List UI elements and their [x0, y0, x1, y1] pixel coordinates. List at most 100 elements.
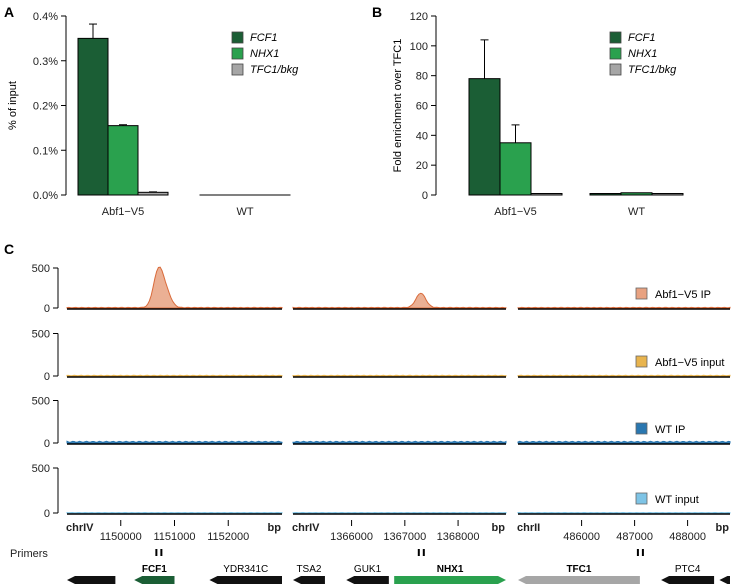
gene-arrow [719, 576, 730, 584]
coverage-area [66, 511, 283, 514]
y-axis-title: % of input [7, 81, 19, 130]
coverage-area [292, 511, 507, 514]
gene-label: GUK1 [354, 564, 382, 575]
coverage-area [517, 374, 731, 377]
y-tick-label: 0 [422, 190, 428, 202]
coverage-area [66, 440, 283, 444]
coverage-area [517, 440, 731, 444]
gene-label: TSA2 [296, 564, 321, 575]
legend-label: FCF1 [628, 32, 656, 44]
coverage-area [66, 266, 283, 309]
gene-arrow [67, 576, 116, 584]
primer-mark [636, 549, 639, 556]
track-y-tick-label: 0 [44, 303, 50, 315]
track-y-tick-label: 0 [44, 371, 50, 383]
legend-label: NHX1 [250, 48, 279, 60]
y-tick-label: 0.4% [33, 11, 58, 23]
track-y-tick-label: 500 [32, 396, 50, 408]
gene-label: TFC1 [566, 564, 591, 575]
panel-b-bar-chart: 0 20 40 60 80 100 120 Fold enrichment over TFC1… [392, 11, 684, 218]
track-y-tick-label: 0 [44, 438, 50, 450]
track-y-tick-label: 500 [32, 329, 50, 341]
y-tick-label: 100 [410, 41, 428, 53]
gene-label: FCF1 [142, 564, 167, 575]
primer-mark [160, 549, 163, 556]
y-tick-label: 80 [416, 71, 428, 83]
gene-arrow [518, 576, 640, 584]
coverage-area [292, 440, 507, 444]
y-tick-label: 0.1% [33, 145, 58, 157]
gene-arrow [209, 576, 282, 584]
y-tick-label: 0.2% [33, 101, 58, 113]
coord-tick-label: 1150000 [100, 531, 142, 543]
track-legend-swatch [635, 355, 648, 368]
panel-c-letter: C [4, 241, 14, 257]
gene-arrow [346, 576, 389, 584]
gene-arrow [661, 576, 715, 584]
track-y-tick-label: 0 [44, 508, 50, 520]
gene-label: PTC4 [675, 564, 701, 575]
coverage-area [292, 374, 507, 377]
y-tick-label: 60 [416, 101, 428, 113]
track-y-tick-label: 500 [32, 463, 50, 475]
track-legend-label: Abf1−V5 input [655, 357, 724, 369]
legend-swatch [231, 47, 244, 60]
chrom-label: chrII [517, 522, 540, 534]
primer-mark [417, 549, 420, 556]
gene-label: NHX1 [437, 564, 464, 575]
y-tick-label: 20 [416, 160, 428, 172]
legend-label: TFC1/bkg [250, 64, 299, 76]
unit-label: bp [492, 522, 506, 534]
gene-label: YDR341C [223, 564, 268, 575]
x-category-label: WT [236, 206, 253, 218]
track-legend-label: Abf1−V5 IP [655, 289, 711, 301]
legend-swatch [231, 31, 244, 44]
legend-label: NHX1 [628, 48, 657, 60]
coord-tick-label: 1367000 [383, 531, 426, 543]
x-category-label: Abf1−V5 [494, 206, 537, 218]
y-tick-label: 0.0% [33, 190, 58, 202]
bar-fcf1 [77, 37, 109, 196]
unit-label: bp [716, 522, 730, 534]
track-legend-label: WT IP [655, 424, 685, 436]
coord-tick-label: 1151000 [153, 531, 195, 543]
track-legend-swatch [635, 492, 648, 505]
primers-label: Primers [10, 548, 48, 560]
y-tick-label: 40 [416, 130, 428, 142]
y-tick-label: 120 [410, 11, 428, 23]
y-axis-title: Fold enrichment over TFC1 [392, 39, 404, 173]
track-y-tick-label: 500 [32, 263, 50, 275]
primer-mark [155, 549, 158, 556]
primer-mark [641, 549, 644, 556]
track-legend-swatch [635, 422, 648, 435]
legend-label: TFC1/bkg [628, 64, 677, 76]
gene-arrow [293, 576, 325, 584]
coverage-area [517, 511, 731, 514]
legend-swatch [609, 63, 622, 76]
primer-mark [422, 549, 425, 556]
legend-swatch [609, 47, 622, 60]
x-category-label: Abf1−V5 [102, 206, 145, 218]
coord-tick-label: 487000 [616, 531, 653, 543]
coord-tick-label: 1152000 [207, 531, 249, 543]
gene-arrow [134, 576, 175, 584]
chrom-label: chrIV [292, 522, 320, 534]
coord-tick-label: 1368000 [437, 531, 480, 543]
panel-a-letter: A [4, 4, 14, 20]
x-category-label: WT [628, 206, 645, 218]
coord-tick-label: 486000 [563, 531, 600, 543]
track-legend-swatch [635, 287, 648, 300]
panel-b-letter: B [372, 4, 382, 20]
chrom-label: chrIV [66, 522, 94, 534]
gene-arrow [394, 576, 506, 584]
coord-tick-label: 1366000 [330, 531, 373, 543]
legend-swatch [231, 63, 244, 76]
coverage-area [292, 292, 507, 309]
coverage-area [66, 374, 283, 377]
track-legend-label: WT input [655, 494, 699, 506]
legend-swatch [609, 31, 622, 44]
panel-a-bar-chart: 0.0% 0.1% 0.2% 0.3% 0.4% % of input Abf1−V5 WT F… [7, 11, 299, 218]
legend-label: FCF1 [250, 32, 278, 44]
bar-nhx1 [107, 125, 139, 196]
